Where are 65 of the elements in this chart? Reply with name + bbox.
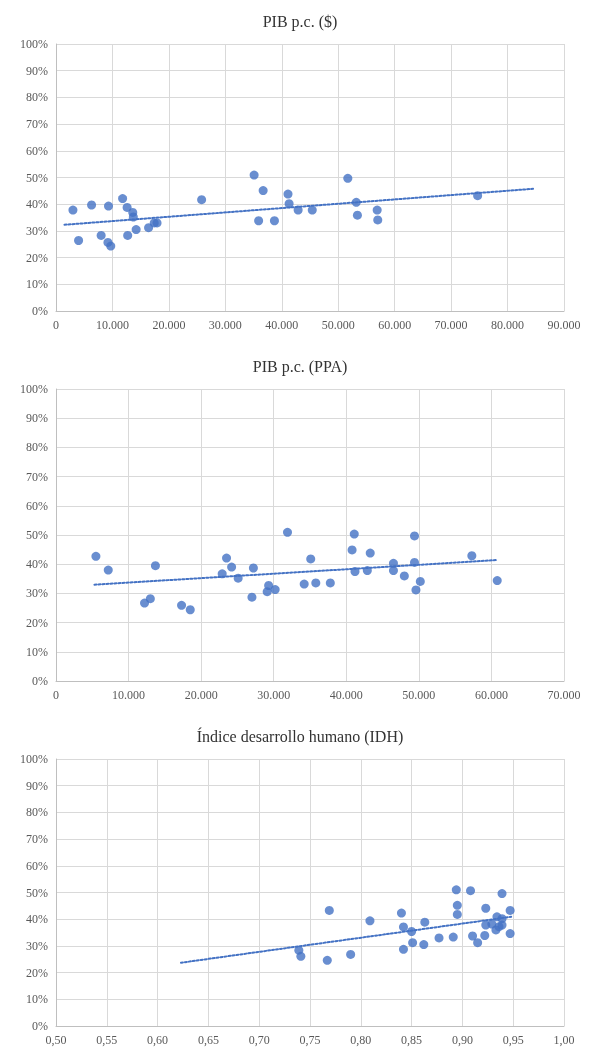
x-tick-label: 10.000	[112, 688, 146, 702]
x-tick-label: 0,50	[45, 1033, 67, 1047]
y-tick-label: 80%	[26, 440, 48, 455]
y-tick-label: 60%	[26, 858, 48, 873]
y-tick-label: 60%	[26, 143, 48, 158]
y-tick-label: 100%	[20, 752, 48, 766]
y-tick-label: 0%	[32, 1019, 48, 1033]
y-tick-label: 80%	[26, 805, 48, 820]
x-tick-label: 0,70	[248, 1033, 270, 1047]
y-tick-label: 0%	[32, 304, 48, 318]
chart-title: Índice desarrollo humano (IDH)	[196, 726, 404, 746]
y-tick-label: 70%	[26, 469, 48, 484]
y-tick-label: 0%	[32, 674, 48, 688]
y-tick-label: 20%	[26, 615, 48, 630]
y-tick-label: 10%	[26, 644, 48, 659]
y-tick-label: 30%	[26, 938, 48, 953]
x-tick-label: 20.000	[152, 318, 186, 332]
x-tick-label: 40.000	[265, 318, 299, 332]
x-tick-label: 90.000	[547, 318, 581, 332]
x-tick-label: 50.000	[402, 688, 436, 702]
y-tick-label: 50%	[26, 885, 48, 900]
x-tick-label: 0,95	[502, 1033, 524, 1047]
y-tick-label: 50%	[26, 528, 48, 542]
y-tick-label: 100%	[20, 37, 48, 51]
y-tick-label: 40%	[26, 557, 48, 572]
x-tick-label: 30.000	[208, 318, 242, 332]
x-tick-label: 30.000	[257, 688, 291, 702]
y-tick-label: 10%	[26, 277, 48, 292]
y-tick-label: 90%	[26, 411, 48, 426]
x-tick-label: 20.000	[184, 688, 218, 702]
y-tick-label: 90%	[26, 63, 48, 78]
x-tick-label: 0,85	[401, 1033, 423, 1047]
chart-title: PIB p.c. (PPA)	[252, 357, 348, 376]
x-tick-label: 0	[53, 688, 59, 702]
x-tick-label: 10.000	[95, 318, 129, 332]
y-tick-label: 40%	[26, 197, 48, 212]
y-tick-label: 70%	[26, 832, 48, 847]
y-tick-label: 30%	[26, 586, 48, 601]
y-tick-label: 60%	[26, 498, 48, 513]
x-tick-label: 80.000	[491, 318, 525, 332]
x-tick-label: 1,00	[553, 1033, 575, 1047]
y-tick-label: 20%	[26, 250, 48, 265]
x-tick-label: 0,55	[96, 1033, 118, 1047]
x-tick-label: 0,65	[197, 1033, 219, 1047]
chart-title: PIB p.c. ($)	[262, 12, 338, 31]
x-tick-label: 0,75	[299, 1033, 321, 1047]
y-tick-label: 10%	[26, 992, 48, 1007]
x-tick-label: 60.000	[474, 688, 508, 702]
y-tick-label: 100%	[20, 382, 48, 396]
x-tick-label: 40.000	[329, 688, 363, 702]
x-tick-label: 70.000	[547, 688, 581, 702]
y-tick-label: 80%	[26, 90, 48, 105]
x-tick-label: 0,60	[147, 1033, 169, 1047]
x-tick-label: 70.000	[434, 318, 468, 332]
x-tick-label: 50.000	[321, 318, 355, 332]
y-tick-label: 20%	[26, 965, 48, 980]
x-tick-label: 0,80	[350, 1033, 372, 1047]
y-tick-label: 70%	[26, 117, 48, 132]
x-tick-label: 0,90	[451, 1033, 473, 1047]
x-tick-label: 60.000	[378, 318, 412, 332]
y-tick-label: 30%	[26, 223, 48, 238]
x-tick-label: 0	[53, 318, 59, 332]
y-tick-label: 90%	[26, 778, 48, 793]
y-tick-label: 50%	[26, 170, 48, 185]
y-tick-label: 40%	[26, 912, 48, 927]
